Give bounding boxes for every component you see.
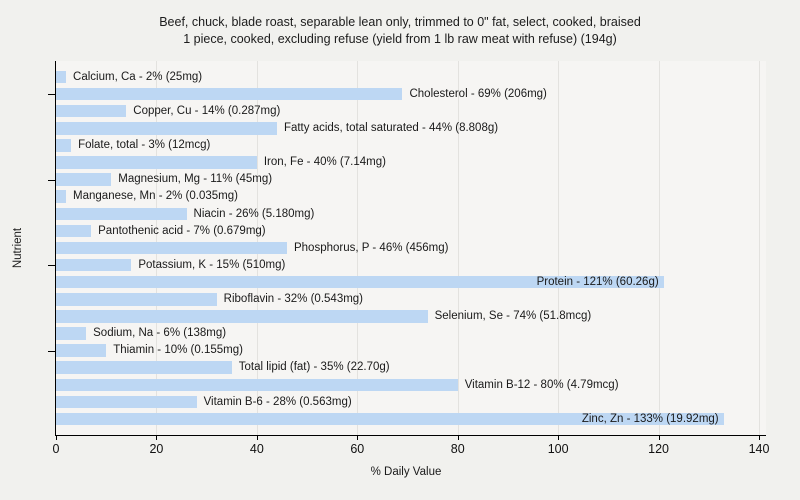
bar-row: Fatty acids, total saturated - 44% (8.80…	[56, 122, 766, 135]
gridline-x-100	[558, 61, 560, 435]
bar-label: Copper, Cu - 14% (0.287mg)	[133, 104, 281, 117]
bar-row: Sodium, Na - 6% (138mg)	[56, 327, 766, 340]
bar	[56, 344, 107, 357]
bar	[56, 275, 664, 289]
bar	[56, 190, 67, 203]
bar-label: Vitamin B-6 - 28% (0.563mg)	[203, 395, 352, 408]
bar-label: Sodium, Na - 6% (138mg)	[93, 327, 227, 340]
bar	[56, 104, 127, 118]
bar-label: Pantothenic acid - 7% (0.679mg)	[98, 224, 266, 237]
bar-row: Folate, total - 3% (12mcg)	[56, 139, 766, 152]
bar-row: Niacin - 26% (5.180mg)	[56, 207, 766, 221]
bar-row: Selenium, Se - 74% (51.8mcg)	[56, 310, 766, 323]
chart-title: Beef, chuck, blade roast, separable lean…	[0, 14, 800, 47]
x-tick-label-0: 0	[52, 442, 60, 456]
x-axis-tick-mark	[56, 435, 57, 440]
x-tick-label-140: 140	[748, 442, 770, 456]
y-axis-tick-mark	[48, 94, 55, 96]
bar	[56, 378, 458, 392]
bar-row: Total lipid (fat) - 35% (22.70g)	[56, 361, 766, 374]
bar	[56, 122, 277, 135]
x-axis-label: % Daily Value	[370, 466, 442, 478]
plot-area: Calcium, Ca - 2% (25mg) Cholesterol - 69%…	[48, 61, 769, 456]
bar-label: Fatty acids, total saturated - 44% (8.80…	[283, 122, 499, 135]
x-axis-tick-mark	[256, 435, 258, 440]
x-axis-tick-mark	[156, 435, 158, 440]
bar-row: Iron, Fe - 40% (7.14mg)	[56, 156, 766, 169]
bar-label: Riboflavin - 32% (0.543mg)	[223, 293, 364, 306]
x-tick-label-40: 40	[249, 442, 264, 456]
bar-label: Potassium, K - 15% (510mg)	[138, 258, 286, 271]
bar-row: Calcium, Ca - 2% (25mg)	[56, 70, 766, 84]
bar	[56, 293, 217, 306]
x-tick-label-100: 100	[547, 442, 569, 456]
bar-row: Vitamin B-12 - 80% (4.79mcg)	[56, 378, 766, 392]
bar-row: Potassium, K - 15% (510mg)	[56, 258, 766, 272]
x-tick-label-80: 80	[450, 442, 465, 456]
bar-label: Iron, Fe - 40% (7.14mg)	[263, 156, 386, 169]
gridline-x-60	[357, 61, 359, 435]
bar	[56, 310, 428, 323]
y-axis-tick-mark	[48, 179, 55, 181]
bar-row: Protein - 121% (60.26g)	[56, 275, 766, 289]
bar-row: Riboflavin - 32% (0.543mg)	[56, 293, 766, 306]
bar	[56, 207, 187, 221]
bar	[56, 173, 112, 186]
bar-row: Magnesium, Mg - 11% (45mg)	[56, 173, 766, 186]
bar-row: Copper, Cu - 14% (0.287mg)	[56, 104, 766, 118]
bar-label: Magnesium, Mg - 11% (45mg)	[118, 173, 273, 186]
bar-row: Zinc, Zn - 133% (19.92mg)	[56, 412, 766, 426]
bar-label: Protein - 121% (60.26g)	[536, 275, 659, 288]
bar	[56, 327, 87, 340]
bar-label: Folate, total - 3% (12mcg)	[78, 139, 211, 152]
bar	[56, 87, 403, 101]
bar-label: Manganese, Mn - 2% (0.035mg)	[73, 190, 238, 203]
x-tick-label-60: 60	[350, 442, 365, 456]
y-axis-tick-mark	[48, 265, 55, 267]
bar	[56, 70, 67, 84]
x-axis-tick-mark	[457, 435, 459, 440]
x-tick-label-20: 20	[149, 442, 164, 456]
bar	[56, 412, 724, 426]
bar	[56, 156, 257, 169]
x-axis-tick-mark	[558, 435, 560, 440]
bar-label: Vitamin B-12 - 80% (4.79mcg)	[464, 378, 619, 391]
bar-label: Thiamin - 10% (0.155mg)	[113, 344, 243, 357]
bar-row: Phosphorus, P - 46% (456mg)	[56, 241, 766, 255]
gridline-x-80	[457, 61, 459, 435]
bar-row: Manganese, Mn - 2% (0.035mg)	[56, 190, 766, 203]
bar-row: Pantothenic acid - 7% (0.679mg)	[56, 224, 766, 238]
chart-title-line2: 1 piece, cooked, excluding refuse (yield…	[183, 31, 617, 46]
bar	[56, 139, 72, 152]
bar-label: Phosphorus, P - 46% (456mg)	[293, 241, 449, 254]
bar	[56, 224, 92, 238]
x-axis-tick-mark	[658, 435, 660, 440]
bar-row: Vitamin B-6 - 28% (0.563mg)	[56, 395, 766, 409]
bar-label: Cholesterol - 69% (206mg)	[409, 87, 547, 100]
bar-row: Cholesterol - 69% (206mg)	[56, 87, 766, 101]
x-axis-tick-mark	[357, 435, 359, 440]
x-tick-label-120: 120	[648, 442, 669, 456]
y-axis-tick-mark	[48, 350, 55, 352]
gridline-x-120	[658, 61, 660, 435]
y-axis-label: Nutrient	[12, 227, 24, 269]
bar	[56, 395, 197, 409]
x-axis-tick-mark	[759, 435, 760, 440]
bar	[56, 241, 287, 255]
bar-label: Selenium, Se - 74% (51.8mcg)	[434, 310, 592, 323]
bar-row: Thiamin - 10% (0.155mg)	[56, 344, 766, 357]
chart-title-line1: Beef, chuck, blade roast, separable lean…	[159, 15, 641, 29]
bar	[56, 258, 132, 272]
bar-label: Calcium, Ca - 2% (25mg)	[73, 70, 203, 83]
bar-label: Total lipid (fat) - 35% (22.70g)	[238, 361, 390, 374]
gridline-x-140	[759, 61, 760, 435]
bar-label: Niacin - 26% (5.180mg)	[193, 207, 315, 220]
bar	[56, 361, 232, 374]
bar-label: Zinc, Zn - 133% (19.92mg)	[581, 412, 719, 425]
